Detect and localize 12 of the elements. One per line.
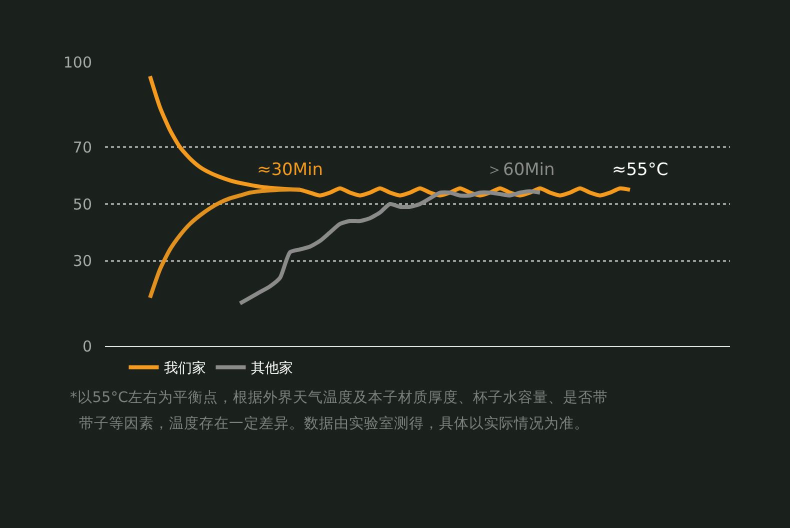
annotation: ≈30Min xyxy=(257,160,324,180)
y-tick-label: 100 xyxy=(63,53,92,72)
y-tick-label: 50 xyxy=(72,195,92,214)
legend-label: 我们家 xyxy=(164,360,206,377)
annotation: ＞60Min xyxy=(486,160,555,180)
y-tick-label: 70 xyxy=(72,138,92,156)
y-tick-label: 0 xyxy=(82,337,92,356)
y-tick-label: 30 xyxy=(72,252,92,270)
annotation: ≈55°C xyxy=(612,160,668,180)
text: *以55°C左右为平衡点，根据外界天气温度及本子材质厚度、杯子水容量、是否带 xyxy=(70,389,608,406)
legend-label: 其他家 xyxy=(250,360,293,377)
text: 带子等因素，温度存在一定差异。数据由实验室测得，具体以实际情况为准。 xyxy=(79,415,589,432)
